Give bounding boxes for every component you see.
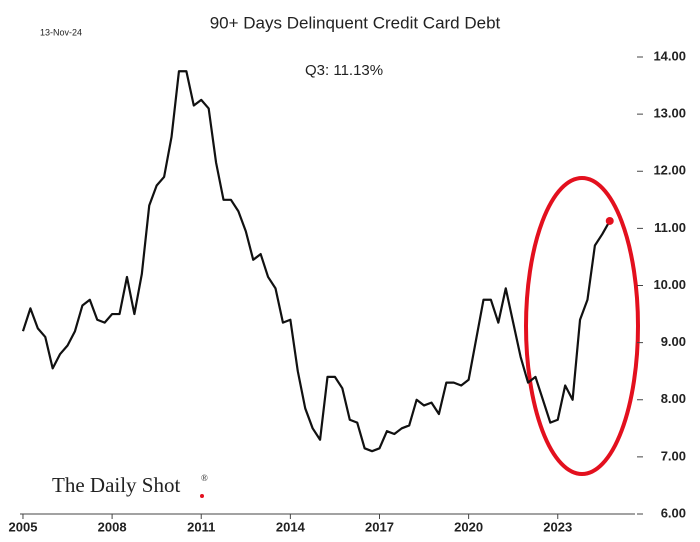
y-tick-label: 9.00 xyxy=(661,334,686,349)
y-tick-label: 13.00 xyxy=(653,106,686,121)
x-tick-label: 2005 xyxy=(9,519,38,534)
x-tick-label: 2008 xyxy=(98,519,127,534)
date: 13-Nov-24 xyxy=(40,27,82,37)
line xyxy=(21,70,611,453)
y-tick-label: 14.00 xyxy=(653,48,686,63)
highlight-ellipse xyxy=(524,176,640,476)
x-tick-label: 2014 xyxy=(276,519,306,534)
x-tick-label: 2023 xyxy=(543,519,572,534)
annotation: Q3: 11.13% xyxy=(305,62,383,79)
source: The Daily Shot xyxy=(52,473,180,497)
x-tick-label: 2020 xyxy=(454,519,483,534)
registered-mark: ® xyxy=(201,473,208,483)
y-tick-label: 6.00 xyxy=(661,505,686,520)
chart-title: 90+ Days Delinquent Credit Card Debt xyxy=(210,13,501,32)
y-tick-label: 7.00 xyxy=(661,448,686,463)
x-tick-label: 2011 xyxy=(187,519,215,534)
logo-dot xyxy=(200,494,204,498)
x-tick-label: 2017 xyxy=(365,519,394,534)
y-tick-label: 8.00 xyxy=(661,391,686,406)
y-tick-label: 11.00 xyxy=(654,220,686,235)
last-point xyxy=(605,216,614,225)
y-tick-label: 12.00 xyxy=(653,163,686,178)
y-tick-label: 10.00 xyxy=(653,277,686,292)
